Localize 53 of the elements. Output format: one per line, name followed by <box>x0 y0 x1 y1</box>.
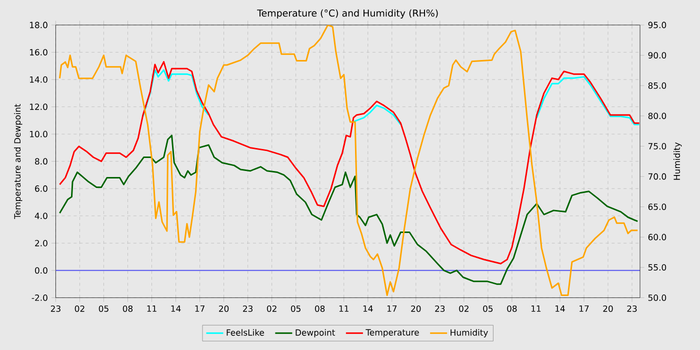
y2-tick-label: 50.0 <box>648 294 666 301</box>
x-tick-label: 14 <box>363 305 373 312</box>
y-tick-label: 4.0 <box>34 212 48 220</box>
x-tick-label: 14 <box>556 305 565 312</box>
y-tick-label: 14.0 <box>30 76 48 83</box>
legend-label: Humidity <box>450 329 488 338</box>
y-tick-label: 18.0 <box>30 22 48 28</box>
x-tick-label: 02 <box>459 305 468 312</box>
y-tick-label: -2.0 <box>32 294 48 301</box>
y2-axis-title: Humidity <box>673 142 682 180</box>
x-tick-label: 23 <box>50 305 60 312</box>
chart-title: Temperature (°C) and Humidity (RH%) <box>257 9 438 18</box>
x-tick-label: 11 <box>147 305 156 312</box>
y-axis-title: Temperature and Dewpoint <box>14 104 22 219</box>
y-tick-label: 6.0 <box>35 185 48 192</box>
y2-tick-label: 65.0 <box>648 204 666 210</box>
x-tick-label: 17 <box>387 305 397 312</box>
y-tick-label: 2.0 <box>35 240 48 246</box>
x-tick-label: 05 <box>98 305 108 312</box>
x-tick-label: 08 <box>122 305 133 312</box>
x-tick-label: 23 <box>243 305 253 312</box>
x-tick-label: 02 <box>74 305 84 312</box>
y2-tick-label: 60.0 <box>648 234 666 240</box>
x-tick-label: 08 <box>507 305 517 312</box>
x-tick-label: 17 <box>580 305 589 312</box>
y-tick-label: 8.0 <box>35 158 48 165</box>
x-tick-label: 17 <box>195 305 204 312</box>
y-tick-label: 10.0 <box>30 130 48 138</box>
y2-tick-label: 95.0 <box>648 22 666 28</box>
y2-tick-label: 90.0 <box>648 52 666 59</box>
legend-label: Dewpoint <box>296 329 336 338</box>
x-tick-label: 08 <box>315 305 325 312</box>
x-tick-label: 23 <box>435 305 445 312</box>
x-tick-label: 05 <box>291 305 300 312</box>
y2-tick-label: 85.0 <box>648 82 666 89</box>
x-tick-label: 14 <box>171 305 181 312</box>
y2-tick-label: 70.0 <box>648 173 666 180</box>
y2-tick-label: 75.0 <box>648 143 666 150</box>
x-tick-label: 11 <box>339 305 348 312</box>
y2-tick-label: 55.0 <box>648 264 666 271</box>
x-tick-label: 05 <box>483 305 493 312</box>
y-tick-label: 16.0 <box>30 49 48 56</box>
x-tick-label: 20 <box>411 305 421 312</box>
y-tick-label: 12.0 <box>30 104 48 110</box>
x-tick-label: 11 <box>532 305 541 312</box>
x-tick-label: 23 <box>627 305 637 312</box>
legend-label: Temperature <box>366 329 419 338</box>
x-tick-label: 20 <box>603 305 613 312</box>
x-tick-label: 20 <box>219 305 229 312</box>
y2-tick-label: 80.0 <box>648 112 666 120</box>
legend-label: FeelsLike <box>226 329 264 336</box>
y-tick-label: 0.0 <box>35 267 48 274</box>
x-tick-label: 02 <box>266 305 276 312</box>
